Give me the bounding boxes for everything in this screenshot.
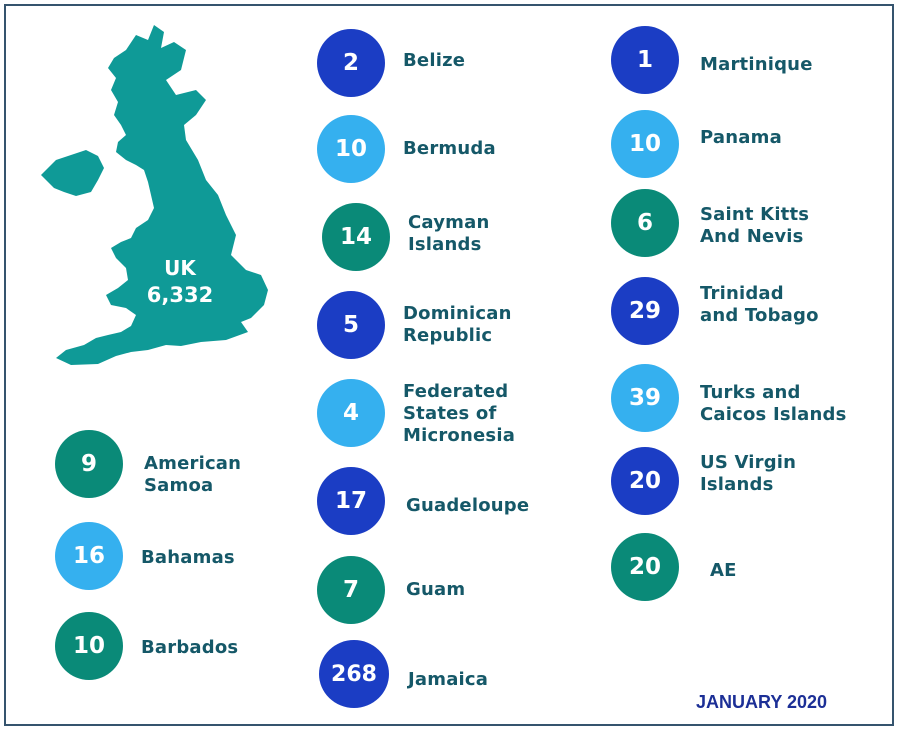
count-circle: 4: [317, 379, 385, 447]
country-label: Cayman Islands: [408, 212, 490, 255]
count-circle: 5: [317, 291, 385, 359]
country-label: Guam: [406, 579, 466, 600]
count-circle: 6: [611, 189, 679, 257]
uk-map-icon: [41, 25, 268, 365]
country-label: Barbados: [141, 637, 239, 658]
count-circle: 17: [317, 467, 385, 535]
country-label: Trinidad and Tobago: [700, 283, 819, 326]
country-label: Panama: [700, 127, 782, 148]
infographic-frame: [4, 4, 894, 726]
count-circle: 20: [611, 447, 679, 515]
count-circle: 10: [611, 110, 679, 178]
country-label: Turks and Caicos Islands: [700, 382, 847, 425]
count-circle: 10: [317, 115, 385, 183]
country-label: Belize: [403, 50, 466, 71]
count-circle: 2: [317, 29, 385, 97]
country-label: US Virgin Islands: [700, 452, 797, 495]
count-circle: 7: [317, 556, 385, 624]
country-label: Martinique: [700, 54, 813, 75]
great-britain-shape: [56, 25, 268, 365]
country-label: Dominican Republic: [403, 303, 512, 346]
country-label: AE: [710, 560, 737, 581]
country-label: Jamaica: [408, 669, 489, 690]
country-label: Bermuda: [403, 138, 496, 159]
country-label: Guadeloupe: [406, 495, 530, 516]
uk-name: UK: [164, 256, 196, 280]
country-label: Federated States of Micronesia: [403, 381, 516, 446]
count-circle: 9: [55, 430, 123, 498]
count-circle: 39: [611, 364, 679, 432]
country-label: American Samoa: [144, 453, 242, 496]
count-circle: 1: [611, 26, 679, 94]
northern-ireland-shape: [41, 150, 104, 196]
country-label: Bahamas: [141, 547, 235, 568]
uk-value: 6,332: [146, 283, 214, 307]
count-circle: 20: [611, 533, 679, 601]
count-circle: 14: [322, 203, 390, 271]
country-label: Saint Kitts And Nevis: [700, 204, 810, 247]
count-circle: 29: [611, 277, 679, 345]
count-circle: 268: [319, 640, 389, 708]
report-date: JANUARY 2020: [696, 692, 828, 712]
count-circle: 16: [55, 522, 123, 590]
count-circle: 10: [55, 612, 123, 680]
